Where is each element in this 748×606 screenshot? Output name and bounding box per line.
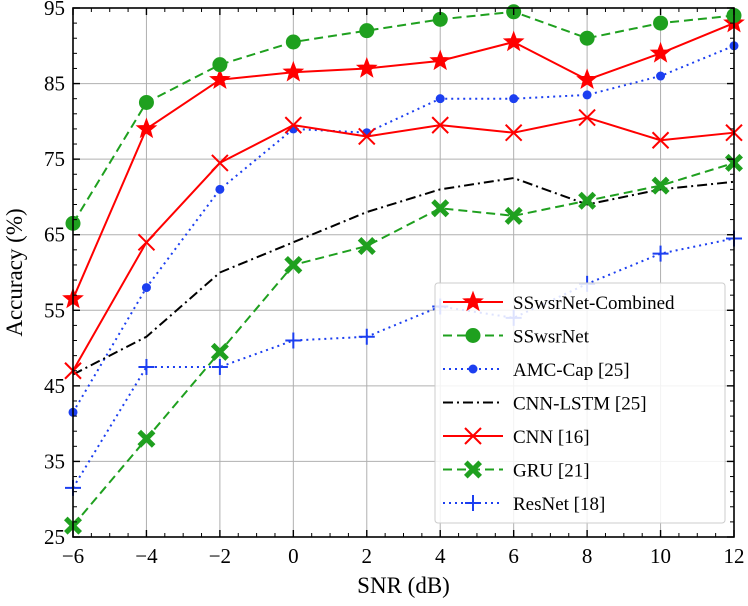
y-tick-label: 45 xyxy=(44,374,65,398)
series-2 xyxy=(68,41,739,417)
data-point xyxy=(651,176,670,195)
x-tick-label: −2 xyxy=(209,544,231,568)
y-tick-label: 85 xyxy=(44,72,65,96)
legend-label: SSwsrNet xyxy=(513,327,590,348)
legend-entry: GRU [21] xyxy=(443,460,590,482)
data-point xyxy=(582,90,592,100)
data-point xyxy=(359,23,375,39)
legend-marker xyxy=(468,364,478,374)
data-point xyxy=(649,41,672,63)
y-tick-label: 55 xyxy=(44,298,65,322)
data-point xyxy=(215,184,225,194)
data-point xyxy=(504,123,523,142)
legend-label: CNN [16] xyxy=(513,427,590,448)
legend-marker xyxy=(464,460,482,479)
legend-marker xyxy=(464,427,482,445)
series-5 xyxy=(64,153,743,535)
series-0 xyxy=(62,11,745,309)
data-point xyxy=(137,233,156,251)
legend-box xyxy=(434,282,726,524)
x-tick-label: 2 xyxy=(362,544,373,568)
data-point xyxy=(210,342,229,361)
axis-ticks: −6 −4 −2 0 2 4 6 8 10 12 25 35 45 55 65 75 85 95 xyxy=(44,0,745,568)
data-point xyxy=(431,116,449,134)
data-point xyxy=(579,30,595,46)
data-point xyxy=(578,191,597,210)
y-axis-title: Accuracy (%) xyxy=(2,208,27,336)
legend-label: ResNet [18] xyxy=(513,494,605,515)
legend-entry: AMC-Cap [25] xyxy=(443,360,630,381)
data-point xyxy=(431,199,450,218)
legend-label: SSwsrNet-Combined xyxy=(513,293,675,314)
data-point xyxy=(429,49,452,71)
x-tick-label: −6 xyxy=(62,544,84,568)
x-tick-label: 4 xyxy=(435,544,446,568)
legend-entry: CNN [16] xyxy=(443,427,590,448)
data-point xyxy=(656,71,666,81)
data-point xyxy=(135,117,158,139)
data-point xyxy=(285,332,302,349)
series-line xyxy=(72,177,735,376)
y-tick-label: 65 xyxy=(44,223,65,247)
data-point xyxy=(137,429,156,448)
data-point xyxy=(652,245,669,262)
data-point xyxy=(509,94,519,104)
legend-marker xyxy=(465,495,481,511)
y-tick-label: 75 xyxy=(44,147,65,171)
data-point xyxy=(435,94,445,104)
series-line xyxy=(72,161,735,527)
legend-entry: SSwsrNet xyxy=(443,327,590,348)
legend: SSwsrNet-Combined SSwsrNet AMC-Cap [25] CNN… xyxy=(434,282,726,524)
legend-label: AMC-Cap [25] xyxy=(513,360,630,381)
legend-marker xyxy=(465,328,481,343)
data-point xyxy=(576,68,598,90)
legend-marker xyxy=(462,290,484,312)
y-tick-label: 35 xyxy=(44,449,65,473)
data-point xyxy=(358,127,376,146)
data-point xyxy=(284,255,303,274)
data-point xyxy=(138,358,155,375)
data-point xyxy=(653,15,669,31)
y-tick-label: 95 xyxy=(44,0,65,20)
series-line xyxy=(72,116,735,372)
x-tick-label: 10 xyxy=(650,544,671,568)
legend-entry: CNN-LSTM [25] xyxy=(443,394,647,415)
data-point xyxy=(141,283,151,293)
x-tick-label: 6 xyxy=(508,544,519,568)
legend-label: GRU [21] xyxy=(513,461,590,482)
data-point xyxy=(502,30,525,52)
data-point xyxy=(358,328,375,345)
data-point xyxy=(357,237,376,256)
data-point xyxy=(285,34,301,50)
data-point xyxy=(212,57,228,73)
x-axis-title: SNR (dB) xyxy=(357,573,450,598)
data-point xyxy=(578,108,596,127)
x-tick-label: 0 xyxy=(288,544,299,568)
series-line xyxy=(72,22,735,300)
data-point xyxy=(209,68,231,90)
data-point xyxy=(284,116,303,134)
series-1 xyxy=(65,4,742,231)
legend-label: CNN-LSTM [25] xyxy=(513,394,647,415)
y-tick-label: 25 xyxy=(44,525,65,549)
x-tick-label: 12 xyxy=(724,544,745,568)
series-line xyxy=(72,10,735,224)
x-tick-label: 8 xyxy=(582,544,593,568)
data-point xyxy=(355,57,378,78)
data-point xyxy=(138,94,154,110)
legend-entry: ResNet [18] xyxy=(443,494,605,515)
legend-entry: SSwsrNet-Combined xyxy=(443,290,675,314)
data-point xyxy=(504,206,523,225)
data-point xyxy=(211,154,229,172)
data-point xyxy=(651,131,670,149)
data-point xyxy=(432,11,448,27)
series-3 xyxy=(72,177,735,376)
data-point xyxy=(282,60,305,82)
data-point xyxy=(211,358,228,375)
x-tick-label: −4 xyxy=(135,544,158,568)
